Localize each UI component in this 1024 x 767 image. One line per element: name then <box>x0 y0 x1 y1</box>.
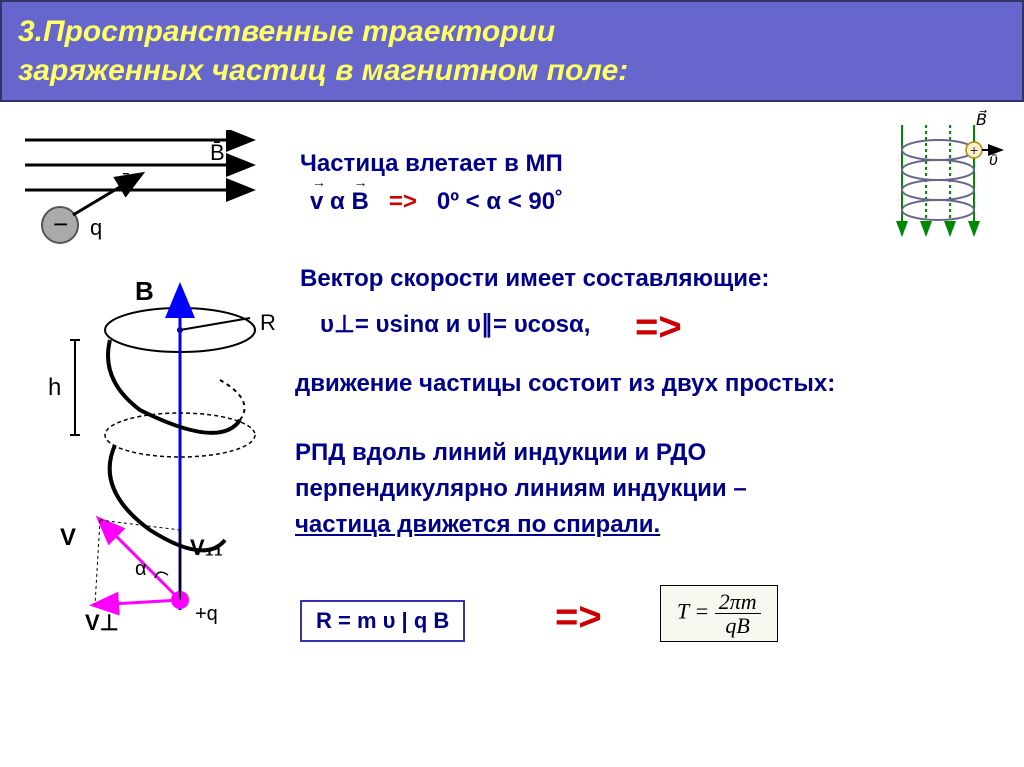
vperp-label: V⊥ <box>85 610 119 635</box>
v11-label: V₁₁ <box>190 535 223 560</box>
text-line3: Вектор скорости имеет составляющие: <box>300 265 769 293</box>
period-lhs: T = <box>677 599 715 624</box>
svg-text:ῡ: ῡ <box>989 152 998 169</box>
helix-main-svg: R B h +q V V₁₁ V⊥ α <box>40 280 300 660</box>
arrow-implies-1: => <box>635 305 682 350</box>
formula-period: T = 2πmqB <box>660 585 778 642</box>
q-label: q <box>90 215 102 240</box>
line6a: РПД вдоль линий индукции и РДО <box>295 439 706 466</box>
figure-helix-main: R B h +q V V₁₁ V⊥ α <box>40 280 300 665</box>
b-axis-label: B <box>135 280 154 306</box>
line6c: частица движется по спирали. <box>295 511 660 538</box>
text-line6: РПД вдоль линий индукции и РДО перпендик… <box>295 435 747 543</box>
field-lines-svg: B̄ − q ῡ <box>15 130 265 250</box>
plusq-label: +q <box>195 603 218 625</box>
arrow-inline: => <box>389 188 417 215</box>
line6b: перпендикулярно линиям индукции – <box>295 475 747 502</box>
period-num: 2πm <box>715 590 761 614</box>
text-line5: движение частицы состоит из двух простых… <box>295 370 835 398</box>
v-symbol: v <box>310 188 323 216</box>
text-line1: Частица влетает в МП <box>300 150 563 178</box>
slide-header: 3.Пространственные траектории заряженных… <box>0 0 1024 102</box>
v-vec-label: V <box>60 524 76 551</box>
r-label: R <box>260 310 276 335</box>
formula-radius: R = m υ | q B <box>300 600 465 642</box>
header-line1: 3.Пространственные траектории <box>18 15 555 48</box>
figure-helix-small: B⃗ + ῡ <box>884 110 1004 255</box>
period-den: qB <box>715 614 761 637</box>
v-label: ῡ <box>120 168 132 193</box>
formula-radius-box: R = m υ | q B <box>300 600 465 642</box>
helix-small-svg: B⃗ + ῡ <box>884 110 1004 250</box>
svg-text:B⃗: B⃗ <box>976 110 987 129</box>
b-symbol: B <box>351 188 368 216</box>
header-line2: заряженных частиц в магнитном поле: <box>18 54 628 87</box>
b-label: B̄ <box>210 140 225 165</box>
text-line2: v α B => 0º < α < 90˚ <box>310 188 563 216</box>
svg-text:+: + <box>970 142 978 158</box>
arrow-implies-2: => <box>555 595 602 640</box>
alpha-label: α <box>135 558 147 580</box>
figure-charge-in-field: B̄ − q ῡ <box>15 130 265 255</box>
angle-range: 0º < α < 90˚ <box>437 188 563 215</box>
formula-period-box: T = 2πmqB <box>660 585 778 642</box>
text-line4: υ⊥= υsinα и υ∥= υcosα, <box>320 310 590 339</box>
charge-sign: − <box>53 209 68 239</box>
h-label: h <box>48 374 61 401</box>
